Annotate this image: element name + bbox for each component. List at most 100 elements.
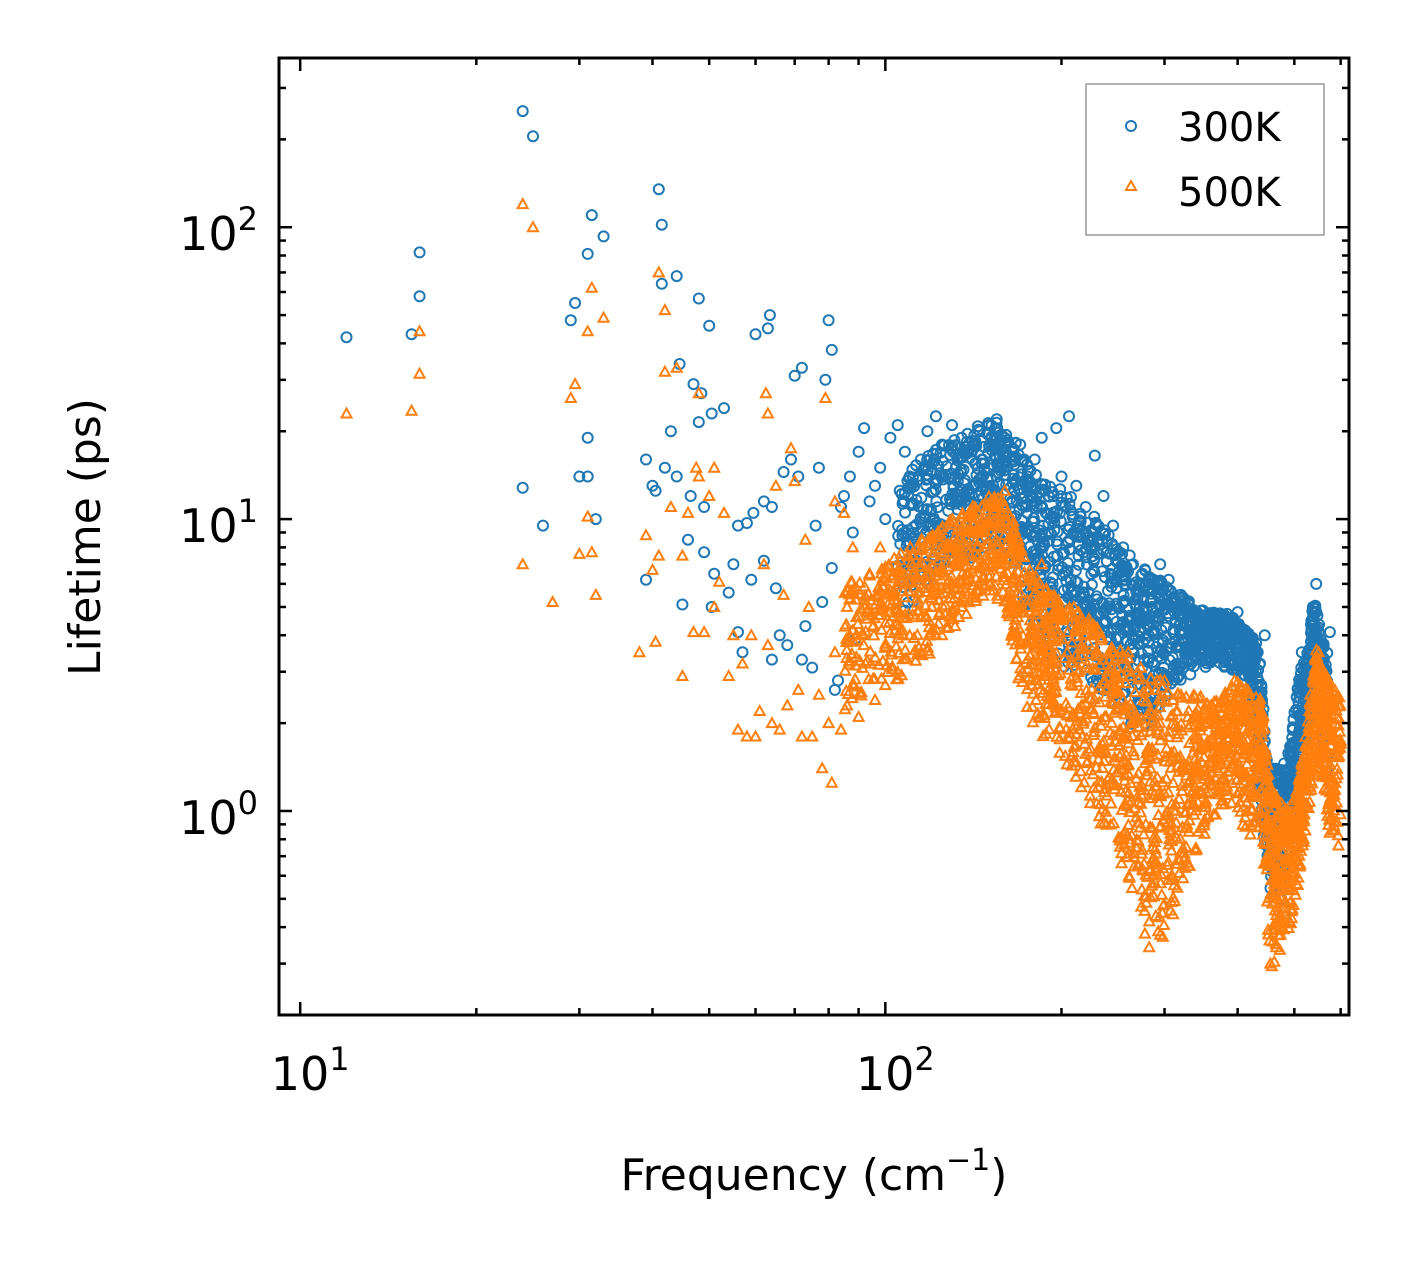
data-point: [1162, 573, 1175, 586]
data-point: [947, 591, 961, 604]
data-point: [1131, 795, 1145, 808]
data-point: [1006, 477, 1019, 490]
data-point: [1043, 642, 1057, 655]
data-point: [1227, 731, 1241, 744]
data-point: [930, 447, 943, 460]
data-point: [1229, 723, 1244, 736]
data-point: [868, 650, 882, 663]
data-point: [822, 314, 835, 327]
data-point: [902, 574, 917, 587]
data-point: [1074, 544, 1087, 557]
data-point: [852, 445, 865, 458]
data-point: [1159, 771, 1173, 784]
data-point: [1185, 691, 1199, 704]
data-point: [884, 431, 897, 444]
data-point: [931, 592, 945, 605]
data-point: [1153, 733, 1168, 746]
data-point: [907, 580, 922, 593]
data-point: [1127, 558, 1139, 571]
data-point: [1039, 726, 1053, 739]
data-point: [1207, 807, 1221, 820]
data-point: [1069, 564, 1082, 577]
data-point: [958, 573, 973, 586]
data-point: [935, 598, 950, 611]
data-point: [1052, 720, 1067, 733]
data-point: [1042, 490, 1055, 502]
data-point: [1170, 657, 1183, 670]
data-point: [749, 328, 762, 341]
data-point: [1137, 903, 1152, 916]
data-point: [1008, 637, 1023, 650]
data-point: [1152, 612, 1165, 625]
data-point: [1118, 768, 1132, 781]
data-point: [1122, 603, 1135, 616]
data-point: [1125, 880, 1139, 893]
data-point: [1149, 855, 1164, 868]
data-point: [1035, 431, 1048, 444]
data-point: [708, 567, 721, 580]
data-point: [896, 628, 910, 641]
data-point: [1080, 755, 1094, 768]
data-point: [867, 628, 881, 641]
data-point: [1241, 686, 1256, 699]
data-point: [1006, 514, 1020, 527]
data-point: [1194, 711, 1208, 724]
data-point: [1202, 786, 1217, 799]
data-point: [1217, 700, 1232, 713]
data-point: [922, 620, 936, 633]
data-point: [991, 591, 1005, 604]
data-point: [1162, 730, 1176, 743]
data-point: [1133, 779, 1147, 792]
data-point: [946, 419, 958, 432]
data-point: [935, 519, 950, 532]
data-point: [1036, 729, 1050, 742]
data-point: [989, 569, 1004, 582]
data-point: [838, 663, 852, 676]
data-point: [1238, 810, 1252, 823]
data-point: [984, 472, 997, 485]
data-point: [872, 657, 886, 670]
data-point: [891, 631, 905, 644]
data-point: [1125, 728, 1140, 741]
data-point: [658, 461, 671, 474]
data-point: [1225, 775, 1239, 788]
data-point: [1170, 880, 1184, 893]
data-point: [838, 585, 852, 598]
data-point: [839, 683, 853, 696]
data-point: [1145, 741, 1159, 754]
data-point: [1135, 842, 1149, 855]
data-point: [851, 616, 865, 629]
data-point: [1191, 702, 1205, 715]
data-point: [1169, 815, 1183, 828]
data-point: [1198, 760, 1212, 773]
data-point: [843, 470, 856, 483]
data-point: [1061, 624, 1075, 637]
data-point: [1011, 605, 1025, 618]
data-point: [1107, 705, 1121, 718]
data-point: [867, 671, 882, 684]
data-point: [1136, 567, 1149, 580]
data-point: [1142, 940, 1156, 953]
data-point: [1158, 749, 1173, 762]
data-point: [1233, 795, 1247, 808]
data-point: [1194, 604, 1207, 617]
data-point: [885, 596, 899, 609]
data-point: [1178, 805, 1192, 818]
data-point: [938, 607, 952, 620]
data-point: [945, 512, 960, 525]
data-point: [1036, 510, 1049, 522]
data-point: [1025, 699, 1040, 712]
data-point: [1145, 592, 1158, 605]
data-point: [874, 671, 889, 684]
data-point: [907, 521, 920, 534]
data-point: [1257, 789, 1271, 802]
data-point: [893, 564, 907, 577]
data-point: [516, 481, 529, 494]
data-point: [915, 555, 929, 568]
data-point: [853, 686, 867, 699]
data-point: [1132, 630, 1145, 643]
data-point: [1065, 758, 1079, 771]
data-point: [1119, 578, 1132, 591]
data-point: [993, 477, 1005, 490]
data-point: [1117, 589, 1130, 602]
